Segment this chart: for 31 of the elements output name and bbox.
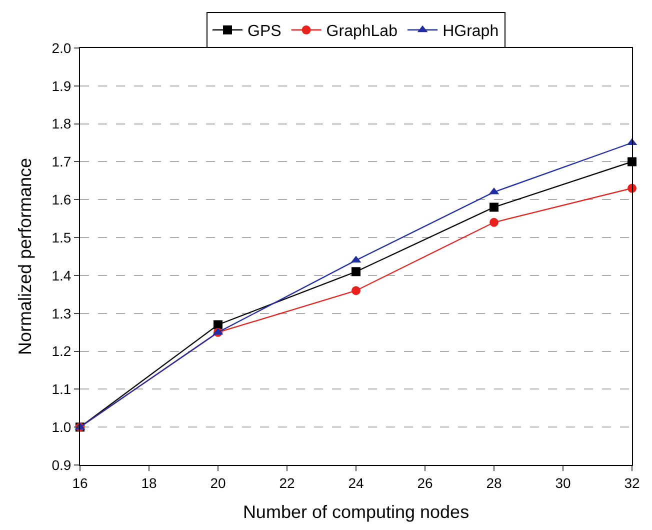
point <box>352 267 360 276</box>
y-tick-label: 1.6 <box>52 192 72 208</box>
legend-label: GraphLab <box>326 23 398 40</box>
y-tick-label: 1.5 <box>52 229 72 246</box>
y-tick-label: 2.0 <box>52 40 72 56</box>
y-tick-label: 1.1 <box>52 381 72 398</box>
y-tick-label: 1.7 <box>52 154 72 170</box>
y-tick-label: 1.0 <box>52 418 72 435</box>
x-tick-label: 26 <box>417 474 433 491</box>
y-tick-label: 1.3 <box>52 305 72 322</box>
x-tick-label: 28 <box>486 474 502 491</box>
x-tick-label: 32 <box>624 474 640 491</box>
x-tick-label: 20 <box>210 474 226 491</box>
y-axis-title: Normalized performance <box>14 158 35 356</box>
y-tick-label: 1.2 <box>52 343 72 360</box>
point <box>352 286 360 296</box>
point <box>490 218 498 227</box>
x-axis-title: Number of computing nodes <box>242 502 470 522</box>
y-tick-label: 1.8 <box>52 116 72 132</box>
x-tick-label: 30 <box>555 474 571 491</box>
point <box>214 320 222 330</box>
legend-label: GPS <box>248 23 282 40</box>
y-tick-label: 0.9 <box>52 456 72 473</box>
y-tick-label: 1.4 <box>52 267 72 284</box>
legend-label: HGraph <box>442 23 499 40</box>
x-tick-label: 16 <box>72 474 88 491</box>
x-tick-label: 22 <box>279 474 295 491</box>
x-tick-label: 18 <box>141 474 157 491</box>
x-tick-label: 24 <box>348 474 364 491</box>
point <box>490 202 498 212</box>
y-tick-label: 1.9 <box>52 78 72 94</box>
